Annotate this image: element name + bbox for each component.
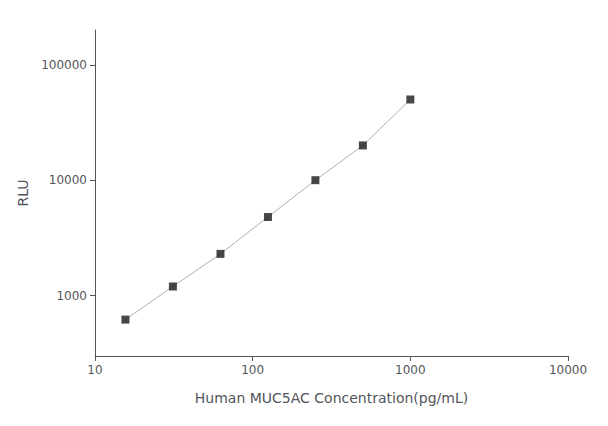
svg-text:1000: 1000 <box>56 289 87 303</box>
svg-text:Human MUC5AC Concentration(pg/: Human MUC5AC Concentration(pg/mL) <box>195 390 468 406</box>
svg-text:10000: 10000 <box>49 173 87 187</box>
svg-text:1000: 1000 <box>395 363 426 377</box>
svg-text:10: 10 <box>87 363 102 377</box>
svg-text:100: 100 <box>241 363 264 377</box>
svg-text:100000: 100000 <box>41 58 87 72</box>
svg-text:10000: 10000 <box>549 363 587 377</box>
svg-text:RLU: RLU <box>15 179 31 206</box>
